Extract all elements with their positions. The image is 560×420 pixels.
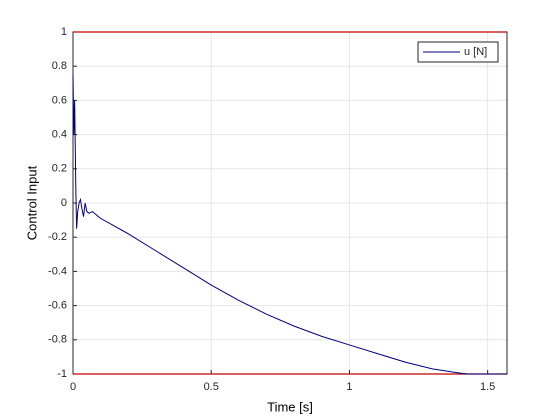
- legend-label: u [N]: [464, 46, 487, 58]
- y-tick-label: 0: [61, 197, 67, 209]
- x-axis-label: Time [s]: [267, 399, 313, 414]
- x-tick-label: 0: [70, 381, 76, 393]
- data-line: [72, 74, 507, 375]
- y-tick-label: 0.6: [52, 94, 67, 106]
- y-tick-label: 0.2: [52, 163, 67, 175]
- y-tick-label: -0.8: [48, 334, 67, 346]
- y-tick-label: -0.2: [48, 231, 67, 243]
- y-tick-label: 0.4: [52, 129, 67, 141]
- x-tick-label: 0.5: [204, 381, 219, 393]
- y-axis-label: Control Input: [24, 165, 39, 240]
- y-tick-label: -1: [57, 368, 67, 380]
- y-tick-label: 0.8: [52, 60, 67, 72]
- y-tick-label: -0.6: [48, 300, 67, 312]
- x-tick-label: 1.5: [480, 381, 495, 393]
- y-tick-label: -0.4: [48, 265, 67, 277]
- x-tick-label: 1: [346, 381, 352, 393]
- y-tick-label: 1: [61, 26, 67, 38]
